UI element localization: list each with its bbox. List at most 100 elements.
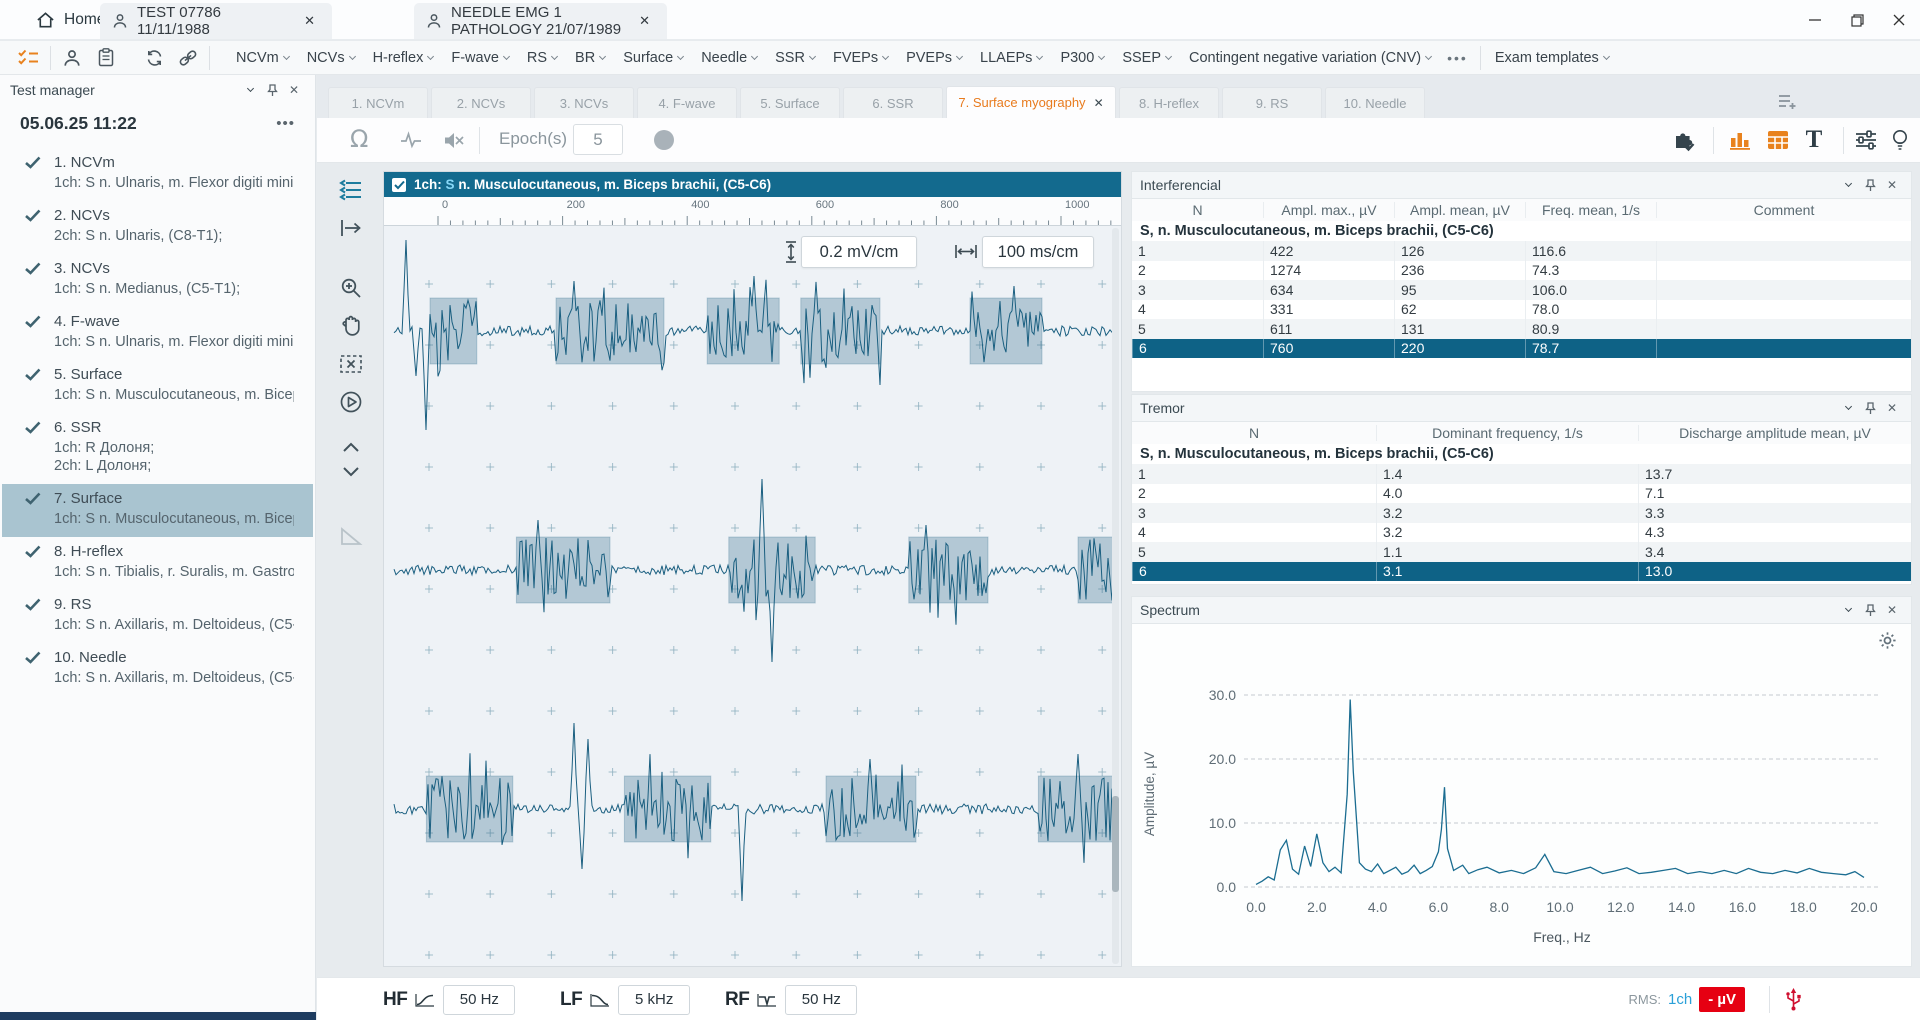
menu-item-pveps[interactable]: PVEPs [898, 46, 970, 70]
column-header[interactable]: Discharge amplitude mean, µV [1638, 425, 1911, 441]
hint-bulb-icon[interactable] [1884, 125, 1916, 155]
pin-icon[interactable] [261, 80, 283, 100]
table-row[interactable]: 43.24.3 [1132, 523, 1911, 543]
menu-item-p300[interactable]: P300 [1052, 46, 1112, 70]
test-item-1[interactable]: 1. NCVm1ch: S n. Ulnaris, m. Flexor digi… [2, 148, 313, 201]
menu-item-ncvm[interactable]: NCVm [228, 46, 297, 70]
tab-10-needle[interactable]: 10. Needle [1325, 87, 1425, 118]
settings-sliders-icon[interactable] [1850, 125, 1882, 155]
test-item-8[interactable]: 8. H-reflex1ch: S n. Tibialis, r. Surali… [2, 537, 313, 590]
table-row[interactable]: 363495106.0 [1132, 280, 1911, 300]
table-row[interactable]: 561113180.9 [1132, 319, 1911, 339]
sweep-button[interactable]: 100 ms/cm [982, 236, 1094, 268]
sync-icon[interactable] [137, 43, 171, 73]
scroll-up-icon[interactable] [330, 435, 372, 459]
table-row[interactable]: 51.13.4 [1132, 542, 1911, 562]
session-more-button[interactable]: ••• [270, 115, 301, 132]
scroll-down-icon[interactable] [330, 459, 372, 483]
close-icon[interactable]: ✕ [1881, 398, 1903, 418]
menu-item-ssep[interactable]: SSEP [1114, 46, 1179, 70]
close-icon[interactable]: ✕ [1881, 600, 1903, 620]
table-row[interactable]: 11.413.7 [1132, 464, 1911, 484]
delete-selection-icon[interactable] [330, 345, 372, 383]
tab-1-ncvm[interactable]: 1. NCVm [328, 87, 428, 118]
chevron-down-icon[interactable] [1837, 175, 1859, 195]
minimize-button[interactable] [1794, 0, 1836, 40]
test-item-7[interactable]: 7. Surface1ch: S n. Musculocutaneous, m.… [2, 484, 313, 537]
menu-item-needle[interactable]: Needle [693, 46, 765, 70]
exam-templates-menu[interactable]: Exam templates [1485, 50, 1619, 66]
impedance-icon[interactable]: Ω [350, 125, 368, 153]
tab-3-ncvs[interactable]: 3. NCVs [534, 87, 634, 118]
table-row[interactable]: 43316278.0 [1132, 300, 1911, 320]
pin-icon[interactable] [1859, 175, 1881, 195]
column-header[interactable]: Comment [1656, 202, 1911, 218]
epochs-input[interactable] [573, 124, 623, 155]
column-header[interactable]: N [1132, 202, 1263, 218]
menu-item-contingent-negative-variation-cnv-[interactable]: Contingent negative variation (CNV) [1181, 46, 1439, 70]
gear-icon[interactable] [1878, 631, 1897, 650]
usb-device-icon[interactable] [1785, 987, 1802, 1012]
measure-angle-icon[interactable] [330, 517, 372, 555]
signal-monitor-icon[interactable] [395, 125, 427, 155]
tab-5-surface[interactable]: 5. Surface [740, 87, 840, 118]
close-icon[interactable]: ✕ [1881, 175, 1903, 195]
menu-item-f-wave[interactable]: F-wave [443, 46, 517, 70]
menu-overflow-button[interactable]: ••• [1439, 50, 1476, 66]
column-header[interactable]: Ampl. max., µV [1263, 202, 1394, 218]
test-item-10[interactable]: 10. Needle1ch: S n. Axillaris, m. Deltoi… [2, 643, 313, 696]
test-item-4[interactable]: 4. F-wave1ch: S n. Ulnaris, m. Flexor di… [2, 307, 313, 360]
pin-icon[interactable] [1859, 398, 1881, 418]
table-row[interactable]: 24.07.1 [1132, 484, 1911, 504]
menu-item-ssr[interactable]: SSR [767, 46, 823, 70]
session-row[interactable]: 05.06.25 11:22 ••• [0, 105, 315, 138]
tab-4-f-wave[interactable]: 4. F-wave [637, 87, 737, 118]
column-header[interactable]: Dominant frequency, 1/s [1376, 425, 1638, 441]
traces-layout-icon[interactable] [330, 171, 372, 209]
close-tab-icon[interactable]: ✕ [1094, 96, 1104, 110]
task-list-icon[interactable] [12, 43, 46, 73]
menu-item-llaeps[interactable]: LLAEPs [972, 46, 1050, 70]
table-row[interactable]: 63.113.0 [1132, 562, 1911, 582]
gain-button[interactable]: 0.2 mV/cm [801, 236, 917, 268]
chevron-down-icon[interactable] [1837, 398, 1859, 418]
tab-7-surface-myography[interactable]: 7. Surface myography✕ [946, 86, 1116, 118]
chevron-down-icon[interactable] [239, 80, 261, 100]
table-row[interactable]: 676022078.7 [1132, 339, 1911, 359]
table-row[interactable]: 2127423674.3 [1132, 261, 1911, 281]
bar-chart-icon[interactable] [1724, 125, 1756, 155]
column-header[interactable]: Freq. mean, 1/s [1525, 202, 1656, 218]
sound-muted-icon[interactable] [438, 125, 470, 155]
column-header[interactable]: Ampl. mean, µV [1394, 202, 1525, 218]
plugin-check-icon[interactable] [1668, 125, 1700, 155]
channel-header[interactable]: 1ch: S n. Musculocutaneous, m. Biceps br… [384, 172, 1121, 197]
pin-icon[interactable] [1859, 600, 1881, 620]
record-button[interactable] [654, 130, 674, 150]
menu-item-ncvs[interactable]: NCVs [299, 46, 363, 70]
tab-2-ncvs[interactable]: 2. NCVs [431, 87, 531, 118]
menu-item-h-reflex[interactable]: H-reflex [365, 46, 442, 70]
patient-icon[interactable] [55, 43, 89, 73]
cursor-step-icon[interactable] [330, 209, 372, 247]
tab-6-ssr[interactable]: 6. SSR [843, 87, 943, 118]
channel-checkbox[interactable] [392, 178, 406, 192]
close-tab-icon[interactable]: ✕ [299, 11, 320, 31]
hf-value-button[interactable]: 50 Hz [443, 985, 515, 1015]
menu-item-fveps[interactable]: FVEPs [825, 46, 896, 70]
test-item-5[interactable]: 5. Surface1ch: S n. Musculocutaneous, m.… [2, 360, 313, 413]
pan-hand-icon[interactable] [330, 307, 372, 345]
test-item-2[interactable]: 2. NCVs2ch: S n. Ulnaris, (C8-T1); [2, 201, 313, 254]
rms-unit-button[interactable]: - µV [1699, 987, 1745, 1012]
test-item-6[interactable]: 6. SSR1ch: R Долоня;2ch: L Долоня; [2, 413, 313, 484]
restore-button[interactable] [1836, 0, 1878, 40]
menu-item-rs[interactable]: RS [519, 46, 565, 70]
rf-value-button[interactable]: 50 Hz [785, 985, 857, 1015]
close-icon[interactable]: ✕ [283, 80, 305, 100]
tab-9-rs[interactable]: 9. RS [1222, 87, 1322, 118]
link-icon[interactable] [171, 43, 205, 73]
text-tool-icon[interactable]: T [1798, 125, 1830, 155]
test-item-3[interactable]: 3. NCVs1ch: S n. Medianus, (C5-T1); [2, 254, 313, 307]
close-tab-icon[interactable]: ✕ [634, 11, 655, 31]
play-icon[interactable] [330, 383, 372, 421]
chevron-down-icon[interactable] [1837, 600, 1859, 620]
